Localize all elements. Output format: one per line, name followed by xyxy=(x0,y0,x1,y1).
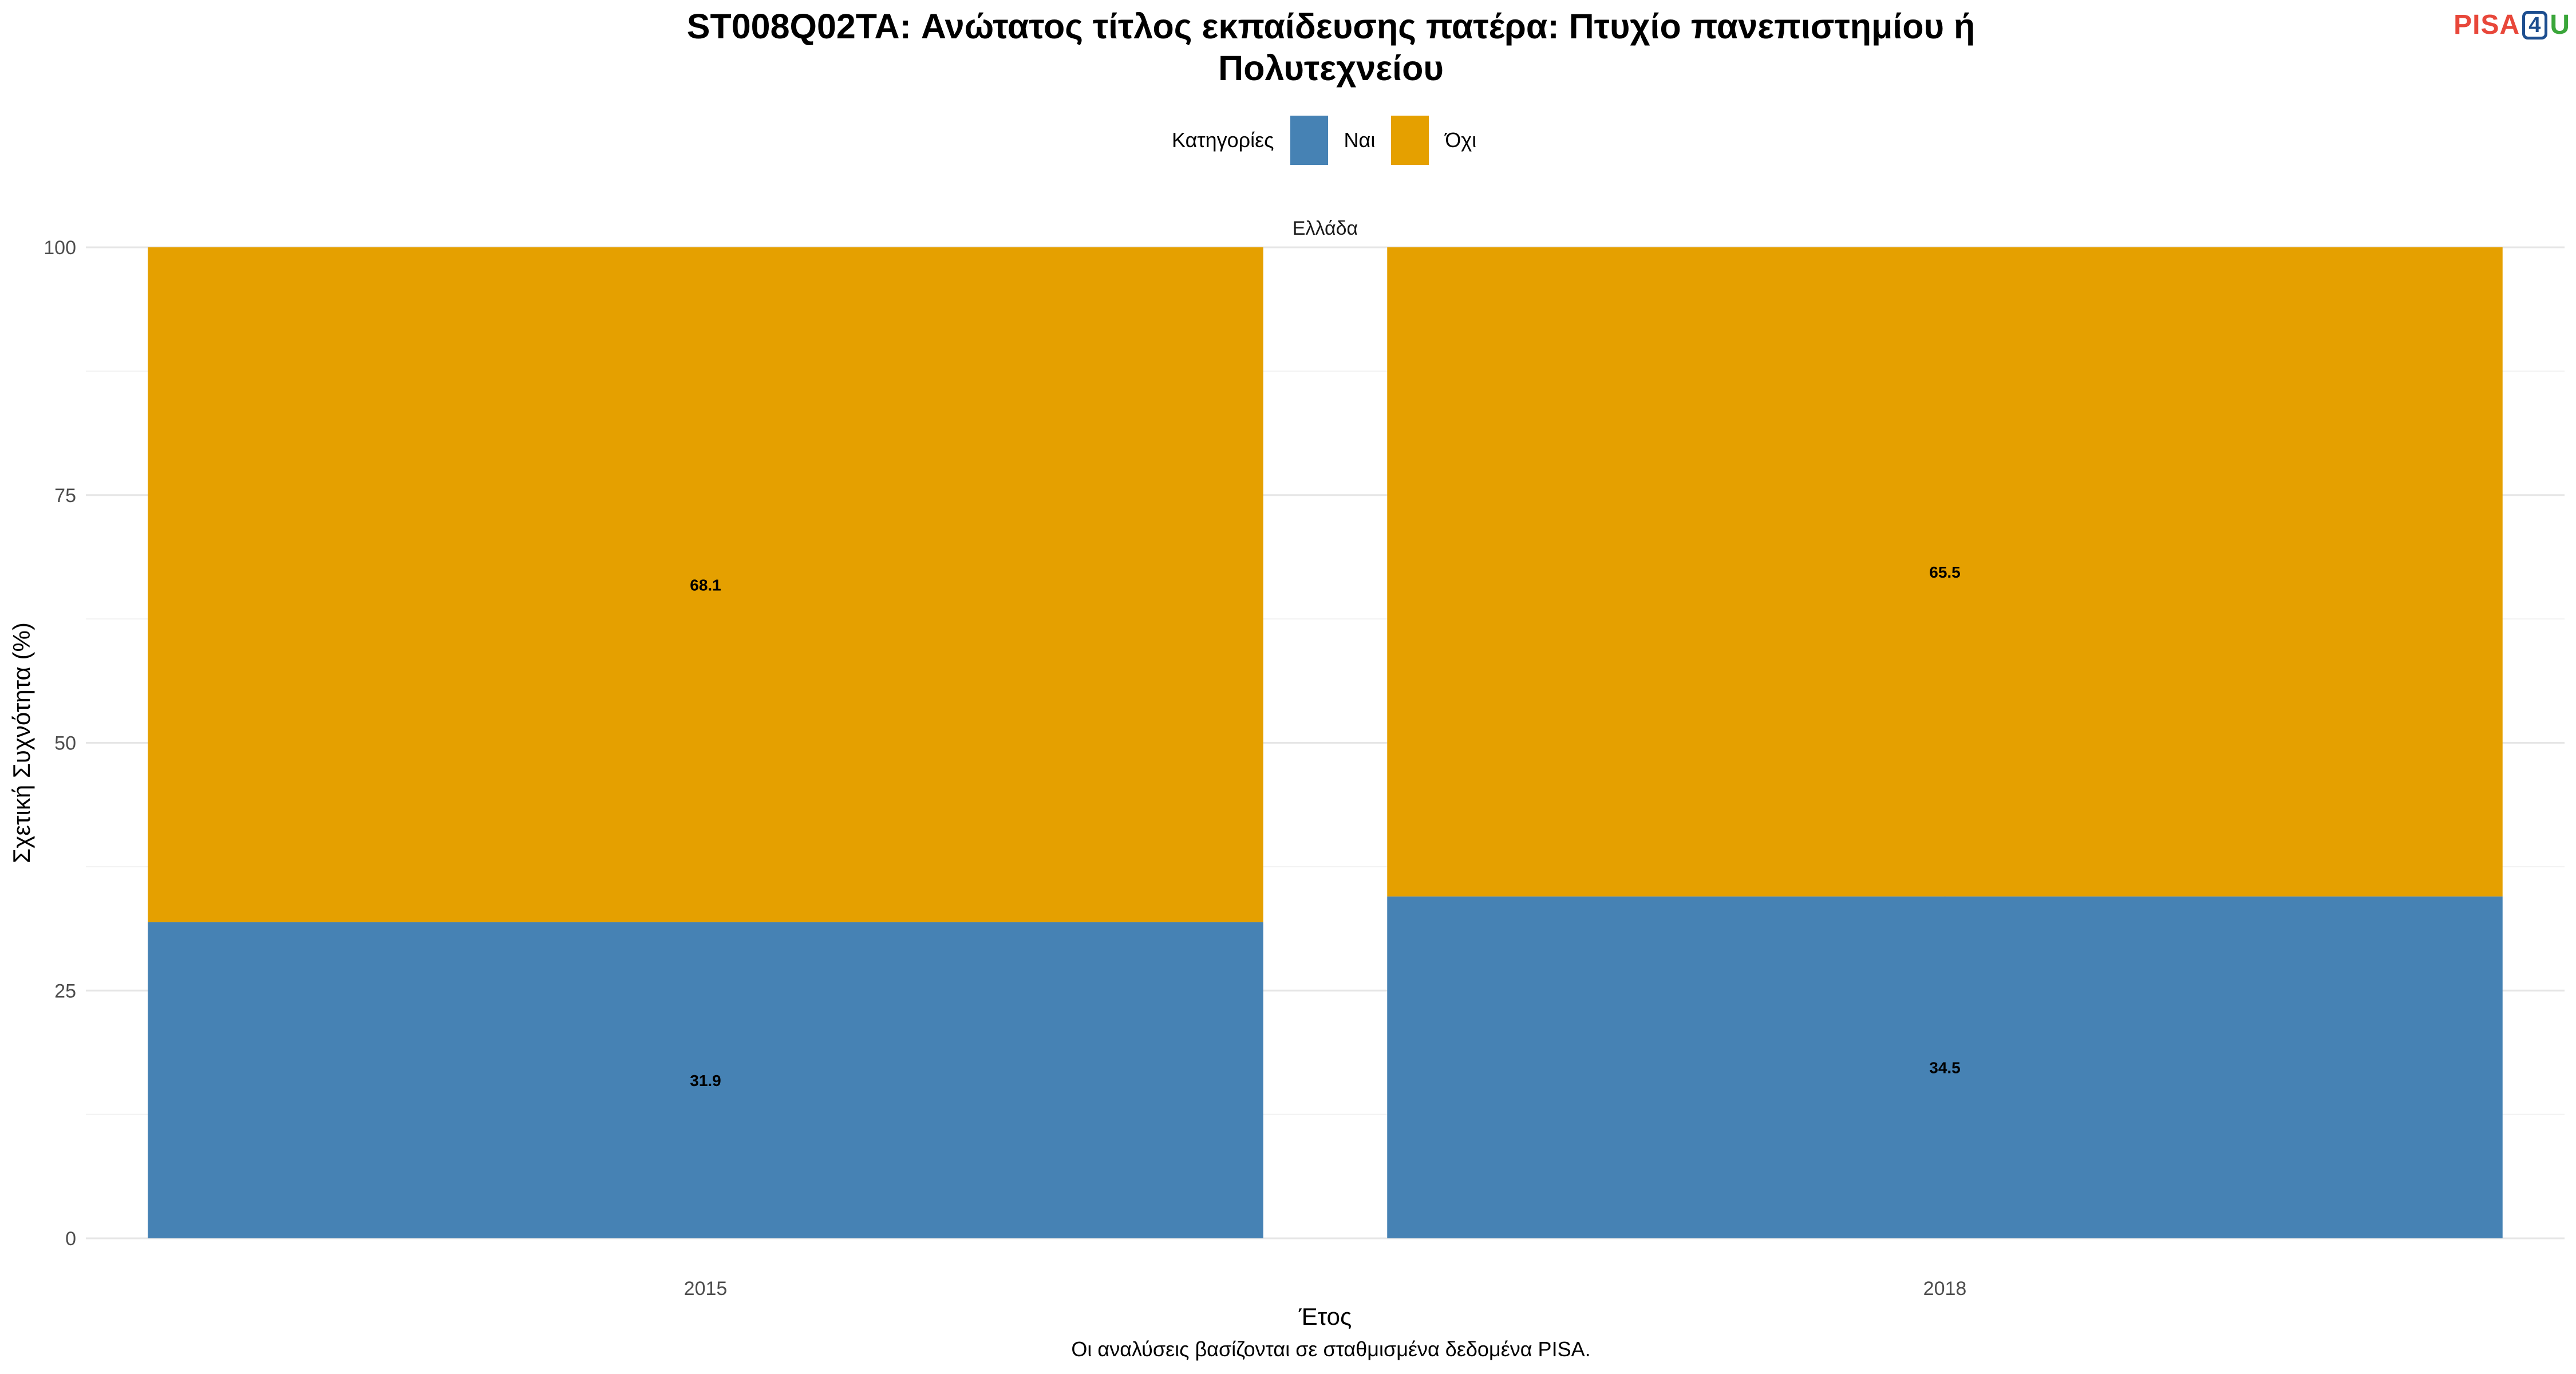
bar-2015-series-0 xyxy=(148,922,1263,1238)
x-axis-title: Έτος xyxy=(1298,1303,1352,1330)
chart-title-line-2: Πολυτεχνείου xyxy=(1218,49,1444,88)
bar-2018-series-0 xyxy=(1387,896,2503,1238)
y-tick-label: 0 xyxy=(65,1228,76,1250)
chart-caption: Οι αναλύσεις βασίζονται σε σταθμισμένα δ… xyxy=(1071,1337,1591,1361)
data-label: 34.5 xyxy=(1929,1059,1961,1076)
y-tick-label: 100 xyxy=(44,237,76,259)
legend-key-ochi xyxy=(1391,116,1429,165)
legend-label-ochi: Όχι xyxy=(1445,128,1477,152)
data-label: 65.5 xyxy=(1929,563,1961,581)
x-tick-label: 2015 xyxy=(684,1278,728,1300)
legend-title: Κατηγορίες xyxy=(1172,128,1274,152)
bar-2018-series-1 xyxy=(1387,247,2503,897)
logo-text-4: 4 xyxy=(2522,10,2548,40)
y-tick-label: 50 xyxy=(54,733,76,755)
facet-label: Ελλάδα xyxy=(1293,218,1358,239)
chart-title: ST008Q02TA: Ανώτατος τίτλος εκπαίδευσης … xyxy=(0,6,2576,89)
y-axis-title: Σχετική Συχνότητα (%) xyxy=(8,622,35,863)
logo-text-u: U xyxy=(2550,10,2570,40)
y-tick-label: 25 xyxy=(54,980,76,1002)
x-tick-label: 2018 xyxy=(1923,1278,1967,1300)
legend-label-nai: Ναι xyxy=(1344,128,1376,152)
data-label: 31.9 xyxy=(690,1072,721,1089)
y-tick-label: 75 xyxy=(54,485,76,507)
legend: Κατηγορίες Ναι Όχι xyxy=(1172,114,1492,166)
legend-key-nai xyxy=(1290,116,1328,165)
bar-2015-series-1 xyxy=(148,247,1263,922)
data-label: 68.1 xyxy=(690,576,721,594)
logo-text-pisa: PISA xyxy=(2453,10,2520,40)
chart-title-line-1: ST008Q02TA: Ανώτατος τίτλος εκπαίδευσης … xyxy=(686,7,1976,46)
pisa4u-logo: PISA 4 U xyxy=(2453,9,2570,41)
